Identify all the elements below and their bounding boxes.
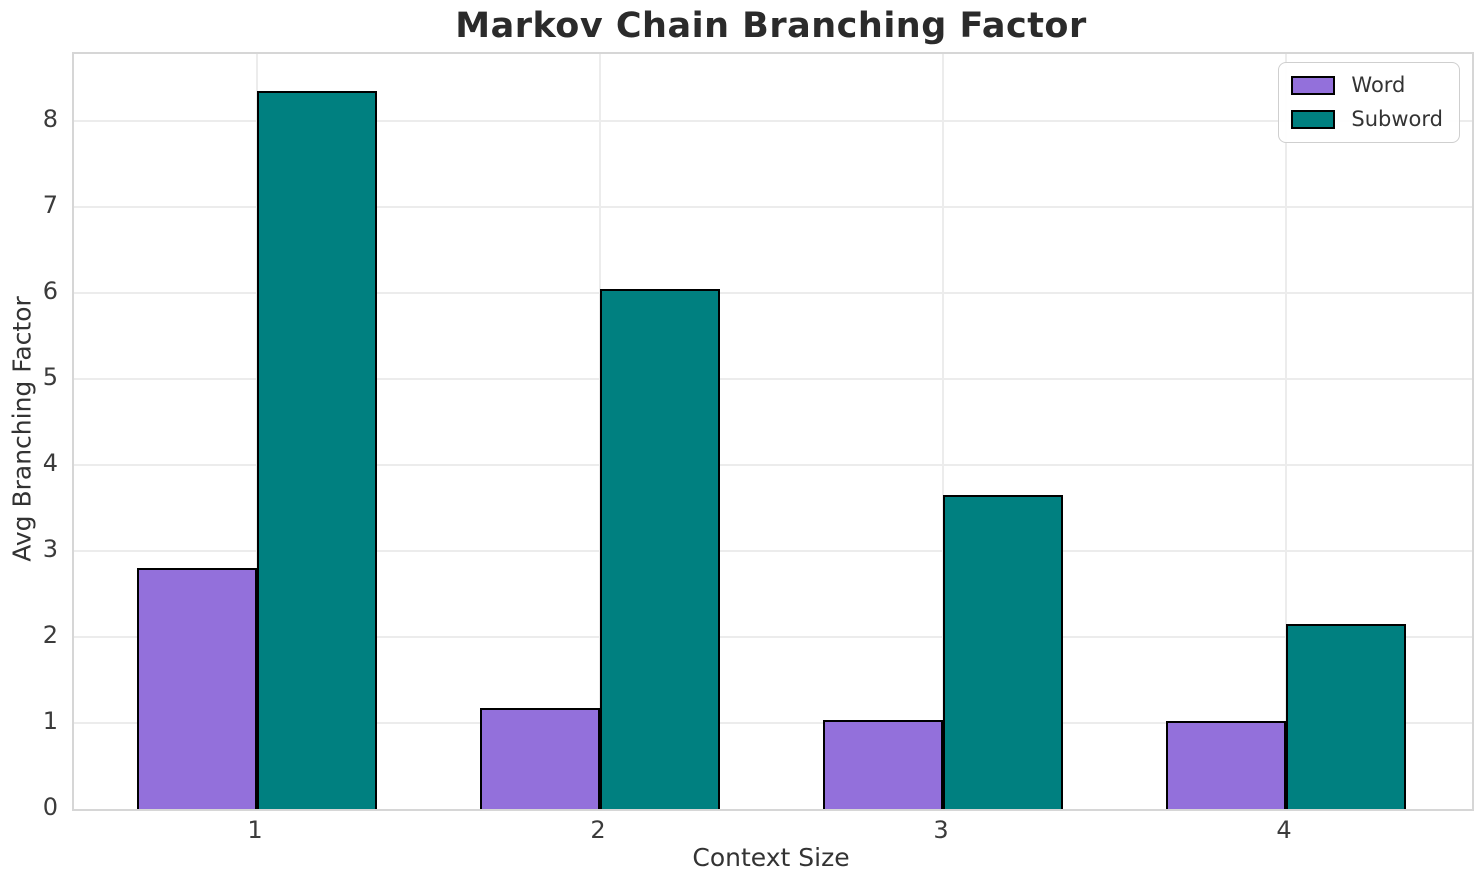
bar-subword-1	[257, 91, 377, 809]
y-gridline	[74, 378, 1472, 381]
legend-item-word: Word	[1291, 73, 1443, 98]
legend-swatch-subword	[1291, 110, 1336, 130]
y-axis-label: Avg Branching Factor	[7, 296, 37, 562]
y-tick-label: 6	[42, 277, 58, 306]
y-tick-label: 5	[42, 363, 58, 392]
x-tick-label: 3	[933, 816, 949, 844]
plot-area	[72, 52, 1474, 811]
y-gridline	[74, 120, 1472, 123]
x-tick-label: 1	[247, 816, 263, 844]
legend-label: Word	[1351, 73, 1406, 97]
bar-subword-3	[943, 495, 1063, 809]
y-gridline	[74, 292, 1472, 295]
legend-label: Subword	[1351, 107, 1443, 132]
y-tick-label: 2	[42, 621, 58, 650]
x-gridline	[1285, 54, 1287, 809]
chart-title: Markov Chain Branching Factor	[455, 6, 1087, 46]
legend: Word Subword	[1278, 62, 1460, 144]
x-tick-label: 4	[1276, 816, 1292, 844]
y-tick-label: 3	[42, 535, 58, 564]
bar-word-2	[480, 708, 600, 809]
y-tick-label: 1	[42, 707, 58, 735]
x-gridline	[942, 54, 944, 809]
x-axis-label: Context Size	[692, 843, 850, 872]
y-tick-label: 7	[42, 191, 58, 220]
bar-word-1	[137, 568, 257, 809]
bar-word-3	[823, 720, 943, 809]
y-gridline	[74, 206, 1472, 209]
bar-subword-4	[1286, 624, 1406, 809]
bar-word-4	[1166, 721, 1286, 809]
legend-swatch-word	[1291, 76, 1336, 96]
y-tick-label: 0	[42, 793, 58, 821]
y-gridline	[74, 636, 1472, 639]
bar-subword-2	[600, 289, 720, 809]
y-gridline	[74, 722, 1472, 725]
y-gridline	[74, 550, 1472, 553]
y-tick-label: 4	[42, 449, 58, 478]
x-tick-label: 2	[590, 816, 606, 844]
y-tick-label: 8	[42, 105, 58, 134]
y-gridline	[74, 464, 1472, 467]
legend-item-subword: Subword	[1291, 107, 1443, 132]
